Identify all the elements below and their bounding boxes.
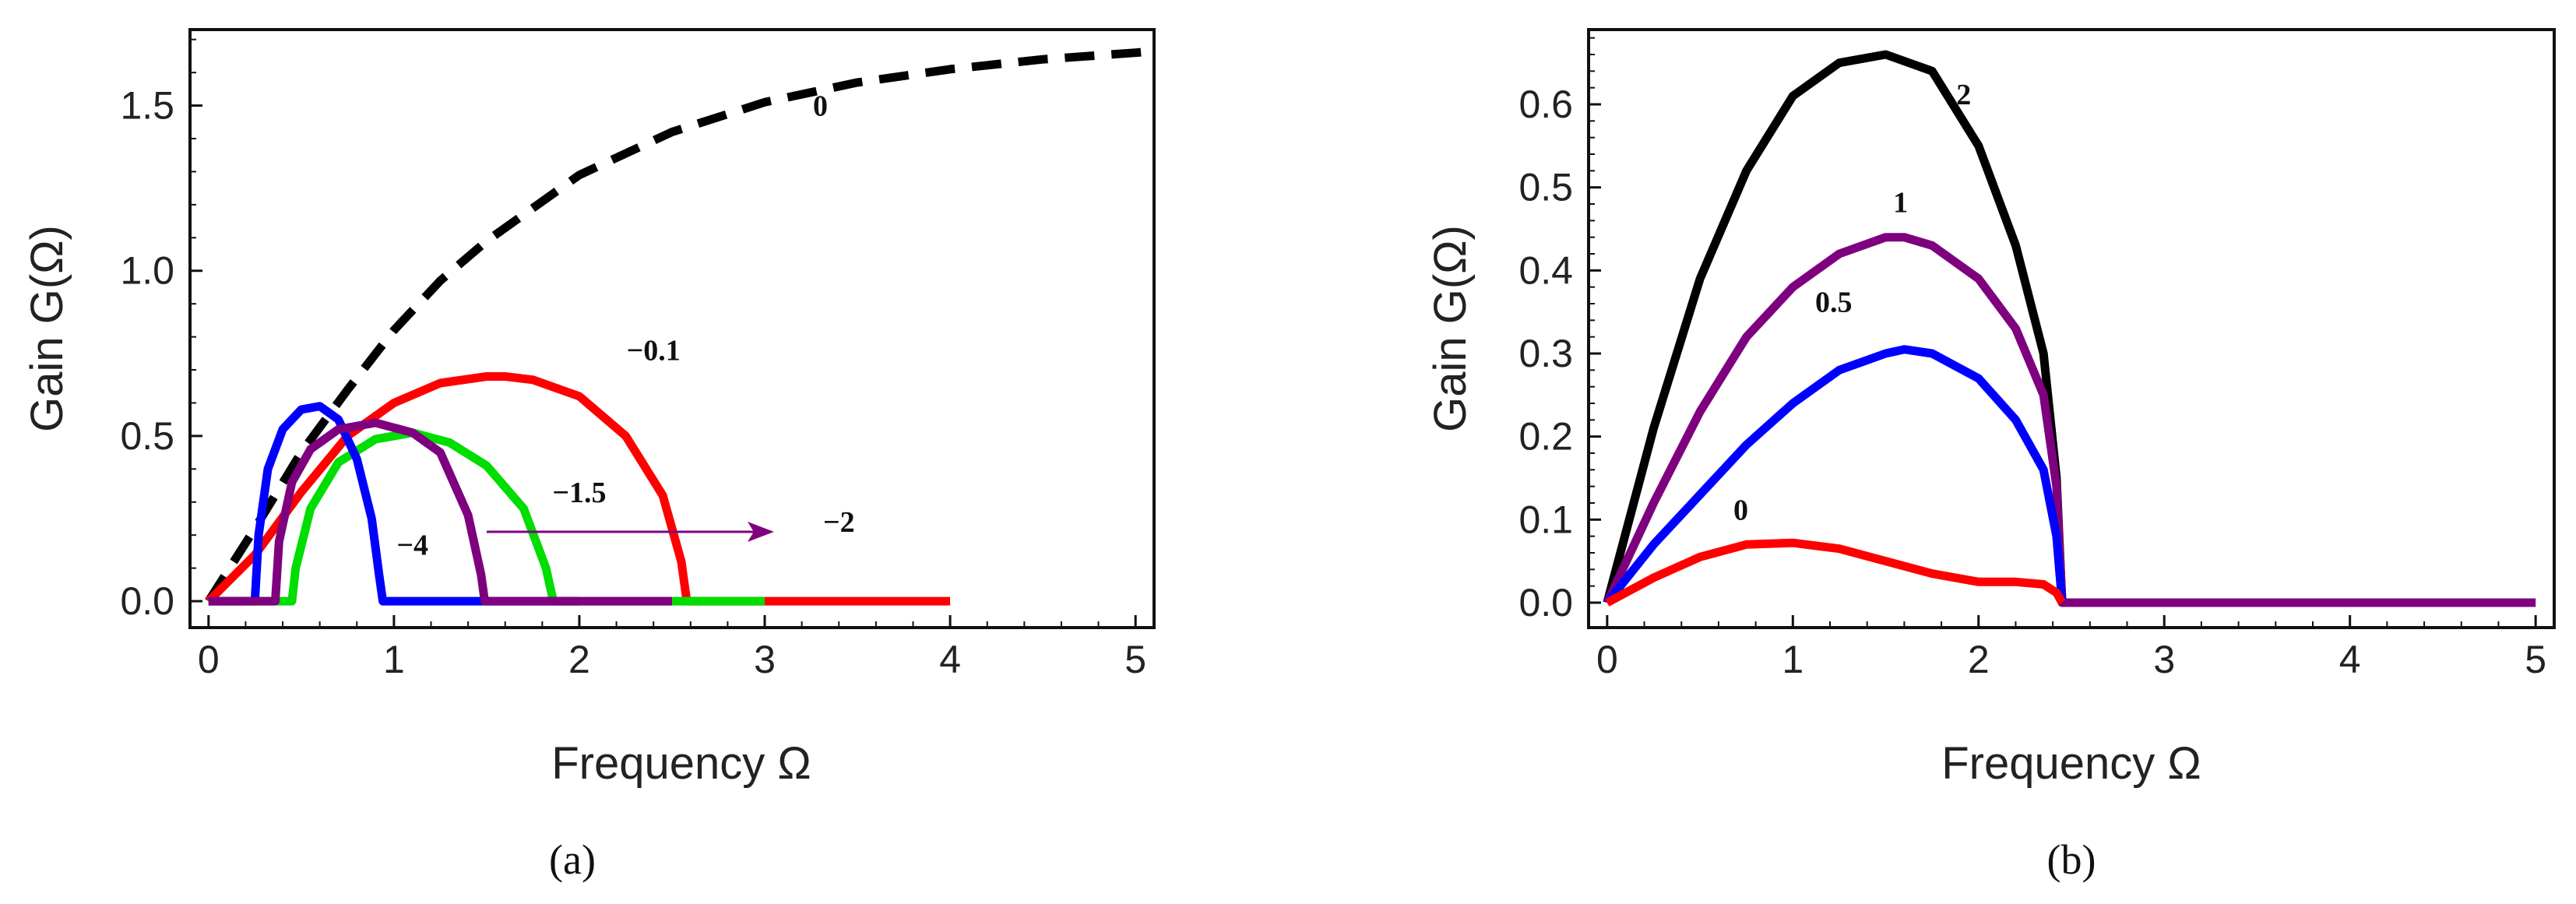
panel-a-curve-label-neg0-1: −0.1 (627, 334, 681, 367)
panel-a-xlabel: Frequency Ω (551, 738, 811, 789)
panel-b-frame (1587, 28, 2556, 629)
panel-b-ytick-label: 0.4 (1519, 248, 1573, 292)
panel-b-xtick-label: 3 (2153, 638, 2175, 681)
panel-b-ytick-label: 0.6 (1519, 83, 1573, 126)
panel-a-ytick-label: 0.0 (120, 579, 174, 623)
panel-b-series-1-line (1603, 233, 2536, 607)
panel-a-arrow-head (747, 521, 774, 542)
panel-b-ylabel: Gain G(Ω) (1425, 225, 1476, 432)
panel-b-xtick-label: 0 (1596, 638, 1618, 681)
panel-b-xtick-label: 4 (2339, 638, 2361, 681)
panel-b-ytick-label: 0.2 (1519, 415, 1573, 459)
panel-a-label: (a) (549, 836, 596, 883)
panel-a-series-neg4-line (208, 402, 579, 606)
panel-a-curve-label-0: 0 (813, 90, 828, 122)
panel-a-xtick-label: 5 (1124, 638, 1146, 681)
panel-a-xtick-label: 1 (383, 638, 405, 681)
panel-b-ticks: 0 1 2 3 4 5 0.0 0.1 0.2 0.3 0.4 0.5 0.6 (1519, 37, 2546, 681)
panel-b-curve-label-1: 1 (1893, 187, 1908, 220)
panel-a-xtick-label: 3 (754, 638, 776, 681)
panel-a-series-neg1-5-line (208, 428, 765, 606)
panel-a-xtick-label: 0 (198, 638, 220, 681)
panel-b-series-0-line (1605, 538, 2066, 607)
panel-b-plot-area: 210.50 (1603, 50, 2536, 607)
panel-a-ylabel: Gain G(Ω) (22, 225, 72, 432)
panel-b-curve-label-2: 2 (1956, 79, 1971, 111)
panel-b-xtick-label: 1 (1782, 638, 1804, 681)
panel-a-xtick-label: 2 (568, 638, 590, 681)
panel-b-xtick-label: 5 (2525, 638, 2546, 681)
panel-b-series-2-line (1603, 50, 2165, 607)
panel-a-series-neg2-line (208, 418, 672, 606)
panel-b-label: (b) (2047, 836, 2096, 883)
panel-a-frame (188, 28, 1156, 629)
panel-b-ytick-label: 0.1 (1519, 498, 1573, 541)
panel-a: 0 −0.1 −1.5 −4 −2 0 1 2 3 4 5 0.0 0.5 1.0 1.5 Frequen… (22, 28, 1156, 883)
panel-a-ticks: 0 1 2 3 4 5 0.0 0.5 1.0 1.5 (120, 38, 1146, 681)
panel-b-curve-label-0: 0 (1733, 494, 1748, 526)
panel-a-series-0-line (205, 47, 1155, 604)
panel-b: 210.50 0 1 2 3 4 50.00.10.20.30.40.50.6 Frequ… (1425, 28, 2556, 883)
panel-a-curve-label-neg2: −2 (823, 506, 855, 539)
panel-a-plot-area: 0 −0.1 −1.5 −4 −2 (205, 47, 1155, 606)
panel-a-curve-label-neg4: −4 (396, 529, 428, 562)
panel-b-xlabel: Frequency Ω (1941, 738, 2201, 789)
panel-a-ytick-label: 0.5 (120, 414, 174, 458)
panel-a-ytick-label: 1.0 (120, 249, 174, 293)
panel-b-ytick-label: 0.5 (1519, 166, 1573, 209)
panel-b-series-0-5-line (1603, 345, 2067, 606)
panel-b-ytick-label: 0.3 (1519, 332, 1573, 375)
panel-a-curve-label-neg1-5: −1.5 (552, 477, 606, 509)
panel-b-curve-label-0-5: 0.5 (1815, 287, 1853, 319)
panel-a-xtick-label: 4 (939, 638, 961, 681)
panel-b-xtick-label: 2 (1968, 638, 1990, 681)
panel-a-ytick-label: 1.5 (120, 84, 174, 128)
panel-b-ytick-label: 0.0 (1519, 581, 1573, 624)
